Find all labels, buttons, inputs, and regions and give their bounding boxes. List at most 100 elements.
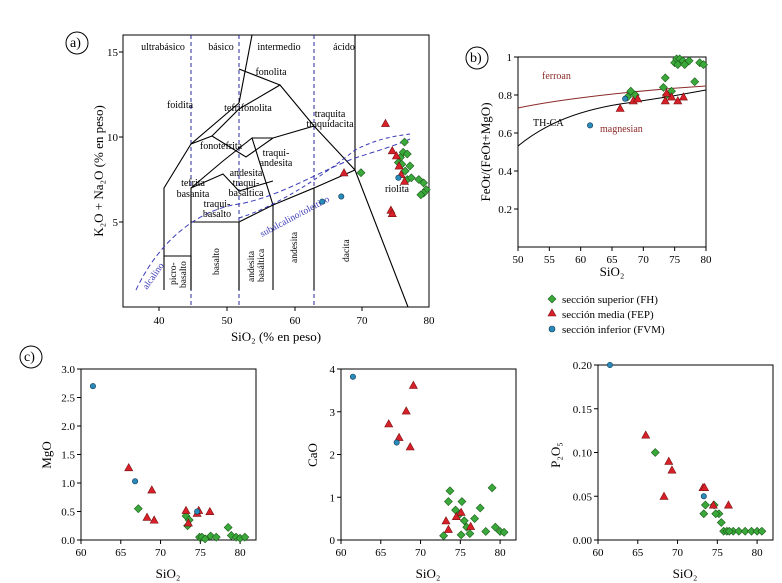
tas-triangle-point bbox=[380, 118, 390, 127]
mgo-x-axis-title: SiO₂ bbox=[156, 566, 181, 581]
fe-ytick-label: 0.8 bbox=[498, 90, 512, 102]
cao-xtick-label: 65 bbox=[375, 547, 387, 559]
tas-diamond-point bbox=[402, 149, 412, 159]
cao-plot-frame bbox=[340, 368, 517, 541]
mgo-triangle-point bbox=[149, 515, 159, 524]
mgo-xtick-label: 80 bbox=[235, 547, 247, 559]
tas-xtick-40: 40 bbox=[154, 315, 166, 327]
tas-field-trachybasalt-2: basalto bbox=[203, 209, 231, 220]
p2o5-diamond-point bbox=[650, 448, 660, 457]
p2o5-ytick-label: 0.05 bbox=[573, 491, 593, 503]
p2o5-diamond-point bbox=[711, 509, 721, 519]
mgo-circle-point bbox=[89, 383, 96, 390]
p2o5-triangle-point bbox=[723, 500, 733, 509]
fe-xtick-label: 55 bbox=[544, 254, 556, 266]
tas-data-points bbox=[319, 118, 431, 217]
panel-label-b: b) bbox=[470, 51, 482, 66]
cao-diamond-point bbox=[445, 486, 455, 496]
cao-data-points bbox=[349, 373, 509, 541]
tas-plot-frame bbox=[122, 34, 430, 308]
tas-y-axis-title: K₂O + Na₂O (% en peso) bbox=[91, 105, 106, 237]
fe-number-triangle-point bbox=[633, 94, 643, 103]
fe-xtick-label: 65 bbox=[607, 254, 619, 266]
cao-triangle-point bbox=[441, 516, 451, 525]
tas-band-basic: básico bbox=[208, 42, 234, 53]
p2o5-xtick-label: 60 bbox=[593, 547, 605, 559]
cao-triangle-point bbox=[384, 419, 394, 428]
fe-ytick-label: 0.4 bbox=[498, 166, 512, 178]
tas-field-foidite: foidita bbox=[167, 100, 194, 111]
fe-xtick-label: 50 bbox=[513, 254, 525, 266]
tas-ytick-5: 5 bbox=[113, 217, 119, 229]
mgo-circle-point bbox=[194, 508, 201, 515]
p2o5-plot-frame bbox=[597, 364, 774, 541]
mgo-ytick-label: 3.0 bbox=[61, 364, 75, 376]
tas-field-picrobasalt-1: picro- bbox=[169, 262, 179, 285]
tas-triangle-point bbox=[339, 168, 349, 177]
fe-thca-boundary bbox=[517, 89, 707, 147]
cao-triangle-point bbox=[405, 442, 415, 451]
mgo-triangle-point bbox=[205, 506, 215, 515]
tas-field-basanite: basanita bbox=[177, 189, 210, 200]
p2o5-xtick-label: 70 bbox=[672, 547, 684, 559]
tas-x-axis-title: SiO₂ (% en peso) bbox=[231, 329, 321, 344]
tas-xtick-60: 60 bbox=[290, 315, 302, 327]
p2o5-xtick-label: 65 bbox=[632, 547, 644, 559]
fe-number-diamond-point bbox=[699, 60, 708, 70]
tas-boundary-phonolite bbox=[238, 68, 281, 86]
cao-triangle-point bbox=[408, 380, 418, 389]
p2o5-triangle-point bbox=[641, 430, 651, 439]
tas-circle-point bbox=[338, 193, 345, 200]
cao-diamond-point bbox=[439, 531, 449, 541]
cao-diamond-point bbox=[459, 516, 469, 526]
mgo-xtick-label: 70 bbox=[155, 547, 167, 559]
legend-marker-fep bbox=[547, 308, 557, 317]
p2o5-ytick-label: 0.00 bbox=[573, 535, 593, 547]
tas-xtick-80: 80 bbox=[424, 315, 436, 327]
fe-number-diamond-point bbox=[680, 60, 690, 70]
mgo-diagram: 60 65 70 75 80 0.0 0.5 1.0 1.5 2.0 2.5 3.0 SiO₂ MgO bbox=[39, 364, 257, 581]
cao-diamond-point bbox=[443, 497, 453, 506]
p2o5-ytick-label: 0.10 bbox=[573, 448, 593, 460]
cao-diamond-point bbox=[457, 497, 467, 506]
fe-region-ferroan: ferroan bbox=[542, 71, 571, 82]
tas-ytick-10: 10 bbox=[107, 132, 119, 144]
p2o5-triangle-point bbox=[700, 482, 710, 491]
fe-number-diagram: ferroan magnesian TH-CA 50 55 60 65 70 75 80 0.… bbox=[478, 52, 712, 279]
tas-field-trachybasalt-1: traqui- bbox=[204, 199, 231, 210]
tas-field-dacite: dacita bbox=[342, 239, 352, 262]
tas-diamond-point bbox=[356, 168, 366, 178]
fe-number-triangle-point bbox=[615, 103, 625, 112]
tas-xtick-70: 70 bbox=[357, 315, 369, 327]
tas-subalkaline-curve bbox=[238, 133, 411, 219]
tas-boundary-foidite-top bbox=[238, 34, 253, 104]
tas-ytick-15: 15 bbox=[107, 47, 119, 59]
tas-field-trachydacite: traquidacita bbox=[306, 119, 354, 130]
tas-field-rhyolite: riolita bbox=[385, 184, 409, 195]
mgo-xtick-label: 65 bbox=[115, 547, 127, 559]
fe-axis-ticks: 50 55 60 65 70 75 80 0.2 0.4 0.6 0.8 1 bbox=[498, 52, 712, 266]
mgo-plot-frame bbox=[80, 368, 257, 541]
legend-label-fh: sección superior (FH) bbox=[562, 294, 658, 306]
tas-field-basaltic-andesite-1: andesita bbox=[247, 250, 257, 282]
fe-number-triangle-point bbox=[678, 92, 688, 101]
cao-triangle-point bbox=[451, 511, 461, 520]
tas-diagram: ultrabásico básico intermedio ácido foid… bbox=[91, 34, 436, 344]
tas-field-basaltic-andesite-2: basáltica bbox=[257, 248, 267, 282]
p2o5-diamond-point bbox=[716, 518, 726, 527]
fe-number-triangle-point bbox=[662, 88, 672, 97]
legend: sección superior (FH) sección media (FEP… bbox=[547, 294, 665, 336]
cao-xtick-label: 60 bbox=[336, 547, 348, 559]
panel-label-c-ring bbox=[19, 345, 43, 369]
p2o5-triangle-point bbox=[708, 500, 718, 509]
tas-circle-point bbox=[319, 198, 326, 205]
mgo-ytick-label: 2.5 bbox=[61, 393, 75, 405]
fe-xtick-label: 80 bbox=[701, 254, 713, 266]
p2o5-circle-point bbox=[700, 493, 707, 500]
mgo-triangle-point bbox=[181, 505, 191, 514]
fe-data-points bbox=[587, 54, 708, 129]
tas-xtick-50: 50 bbox=[222, 315, 234, 327]
cao-triangle-point bbox=[394, 432, 404, 441]
tas-triangle-point bbox=[387, 145, 397, 155]
